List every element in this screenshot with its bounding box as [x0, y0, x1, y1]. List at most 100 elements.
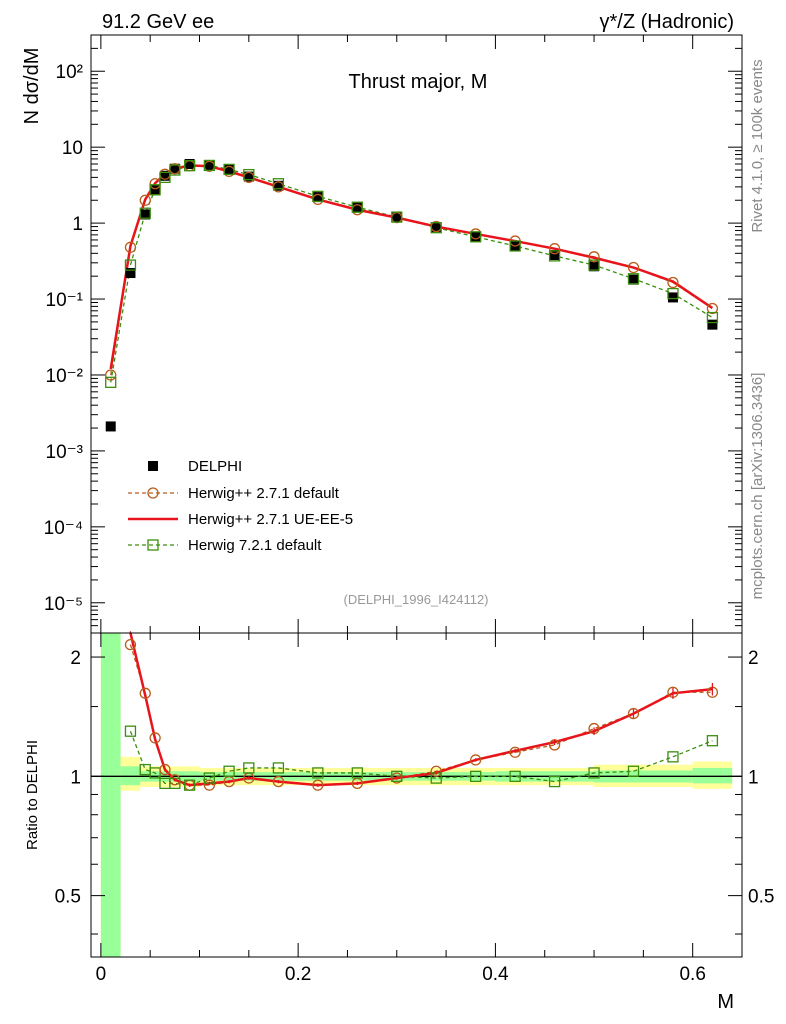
main-y-axis-label: N dσ/dM: [21, 48, 43, 125]
data-point-herwig7: [169, 164, 181, 176]
data-point-delphi: [273, 180, 284, 191]
ratio-y-tick-label-left: 2: [70, 648, 81, 669]
main-y-tick-label: 10⁻⁵: [44, 594, 83, 615]
main-panel: 10⁻⁵ 10⁻⁴ 10⁻³ 10⁻² 10⁻¹ 1 10 10² Thrust major,…: [21, 34, 743, 634]
ratio-point-herwig7: [667, 751, 679, 763]
ratio-point-herwig7: [391, 770, 403, 782]
main-content: [105, 159, 719, 432]
data-point-delphi: [105, 421, 116, 432]
main-y-tick-label: 10²: [56, 62, 83, 83]
ratio-point-herwigpp-default: [149, 732, 161, 744]
data-point-herwig7: [470, 231, 482, 243]
ratio-point-herwigpp-default: [470, 754, 482, 766]
data-point-delphi: [312, 192, 323, 203]
ratio-line-herwigpp-ueee5: [129, 632, 713, 787]
ratio-point-herwig7: [627, 765, 640, 777]
series-line-herwigpp-ueee5: [109, 164, 714, 370]
ratio-band-inner: [100, 633, 121, 957]
data-point-herwig7: [139, 207, 151, 219]
data-point-delphi: [549, 250, 560, 261]
data-point-delphi: [391, 212, 402, 223]
data-point-herwigpp-default: [548, 243, 561, 255]
data-point-delphi: [470, 231, 481, 242]
x-tick-label: 0: [96, 964, 107, 985]
ratio-point-herwigpp-default: [203, 779, 216, 791]
ratio-point-herwigpp-default: [139, 687, 151, 699]
ratio-line-herwigpp-default: [129, 644, 713, 786]
ratio-point-herwigpp-default: [312, 779, 324, 791]
legend-label-herwigpp-ueee5: Herwig++ 2.7.1 UE-EE-5: [188, 511, 353, 528]
ratio-point-herwig7: [351, 767, 363, 779]
ratio-point-herwig7: [706, 735, 719, 747]
ratio-point-herwigpp-default: [124, 638, 137, 651]
data-point-herwig7: [243, 168, 255, 181]
data-point-herwigpp-default: [105, 369, 117, 381]
process-label: γ*/Z (Hadronic): [600, 11, 734, 33]
ratio-point-herwigpp-default: [272, 775, 285, 788]
ratio-y-tick-label-right: 0.5: [748, 887, 774, 908]
rivet-label: Rivet 4.1.0, ≥ 100k events: [749, 59, 766, 232]
data-point-delphi: [707, 319, 718, 330]
ratio-point-herwig7: [223, 765, 235, 777]
legend-entry-herwigpp-default: Herwig++ 2.7.1 default: [128, 485, 340, 502]
legend-entry-herwigpp-ueee5: Herwig++ 2.7.1 UE-EE-5: [128, 511, 353, 528]
ratio-point-herwig7: [470, 770, 482, 782]
ratio-point-herwig7: [183, 779, 196, 791]
series-line-herwig7: [110, 164, 713, 383]
ratio-axes: 0.5 0.5 1 1 2 2 0 0.2 0.4 0.6: [55, 633, 774, 985]
ratio-panel: 0.5 0.5 1 1 2 2 0 0.2 0.4 0.6 Ratio to DELPHI M: [24, 631, 774, 1013]
x-axis-label: M: [717, 991, 734, 1013]
data-point-herwig7: [105, 376, 117, 388]
data-point-herwig7: [159, 171, 171, 184]
analysis-tag: (DELPHI_1996_I424112): [343, 592, 488, 607]
main-y-tick-label: 10: [62, 138, 83, 159]
data-point-herwig7: [351, 201, 363, 213]
ratio-point-herwig7: [588, 767, 600, 779]
main-y-tick-label: 10⁻⁴: [44, 518, 83, 539]
ratio-y-tick-label-left: 0.5: [55, 887, 81, 908]
data-point-delphi: [150, 185, 161, 196]
data-point-herwig7: [272, 178, 285, 190]
ratio-line-herwig7: [129, 730, 713, 786]
data-point-herwig7: [391, 211, 403, 223]
legend: DELPHI Herwig++ 2.7.1 default Herwig++ 2…: [128, 458, 353, 554]
x-tick-label: 0.4: [482, 964, 509, 985]
x-tick-label: 0.2: [285, 964, 311, 985]
data-point-delphi: [667, 292, 678, 303]
data-point-herwig7: [223, 163, 235, 176]
main-y-tick-label: 10⁻³: [46, 442, 84, 463]
data-point-delphi: [352, 202, 363, 213]
data-point-herwigpp-default: [627, 261, 640, 274]
data-point-delphi: [159, 170, 170, 181]
data-point-herwig7: [706, 311, 719, 324]
data-point-delphi: [184, 159, 195, 170]
data-point-herwig7: [430, 222, 442, 234]
data-point-delphi: [224, 165, 235, 176]
x-tick-label: 0.6: [679, 964, 705, 985]
data-point-delphi: [628, 274, 639, 285]
ratio-point-herwig7: [272, 762, 285, 774]
legend-marker-herwig7: [147, 539, 159, 551]
energy-label: 91.2 GeV ee: [102, 11, 214, 33]
ratio-y-tick-label-right: 2: [748, 648, 759, 669]
legend-label-herwigpp-default: Herwig++ 2.7.1 default: [188, 485, 340, 502]
data-point-herwig7: [627, 273, 640, 285]
ratio-point-herwigpp-default: [627, 707, 640, 720]
main-y-tick-label: 10⁻²: [46, 366, 84, 387]
ratio-point-herwigpp-default: [509, 746, 521, 758]
data-point-delphi: [243, 171, 254, 182]
legend-entry-herwig7: Herwig 7.2.1 default: [128, 537, 322, 554]
chart-title: Thrust major, M: [349, 71, 488, 93]
main-y-tick-label: 10⁻¹: [46, 290, 84, 311]
ratio-y-tick-label-right: 1: [748, 767, 759, 788]
legend-marker-herwigpp-default: [147, 487, 159, 499]
ratio-point-herwig7: [312, 767, 324, 779]
legend-label-herwig7: Herwig 7.2.1 default: [188, 537, 322, 554]
data-point-herwig7: [124, 259, 137, 271]
data-point-herwigpp-default: [124, 241, 137, 253]
data-point-herwigpp-default: [706, 302, 719, 315]
data-point-herwigpp-default: [588, 251, 600, 263]
ratio-y-tick-label-left: 1: [70, 767, 81, 788]
data-point-herwigpp-default: [149, 178, 161, 190]
